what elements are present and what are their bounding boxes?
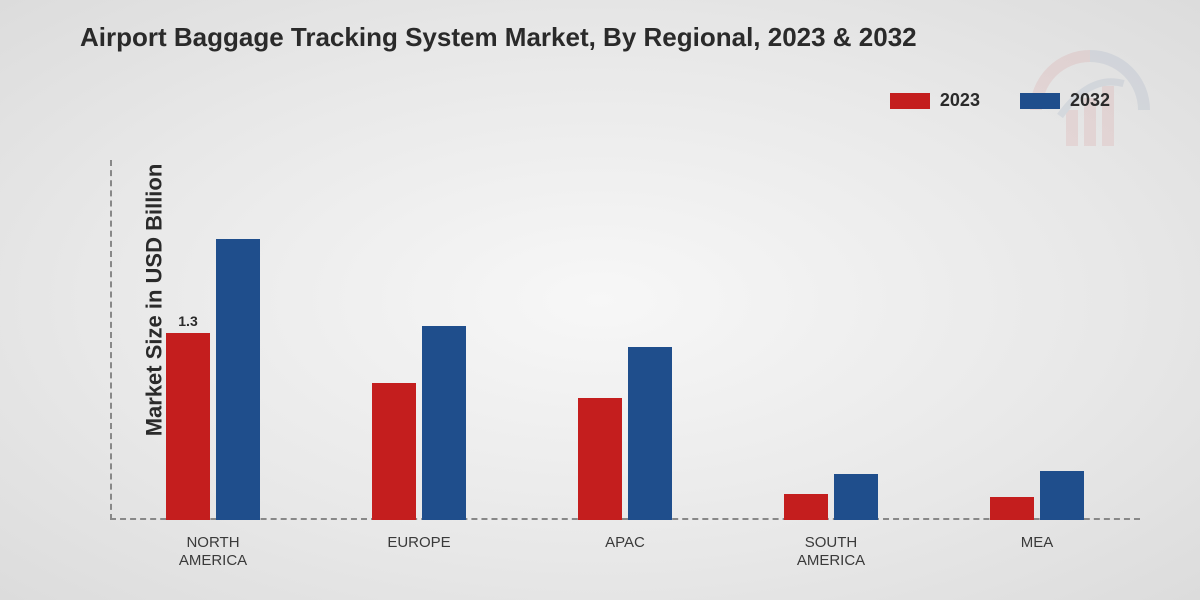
plot-area: 1.3 (110, 160, 1140, 520)
x-axis-category-label: EUROPE (316, 534, 522, 570)
legend-swatch-2023 (890, 93, 930, 109)
bar (578, 398, 622, 520)
x-axis-category-label: SOUTH AMERICA (728, 534, 934, 570)
bar-value-label: 1.3 (178, 313, 197, 329)
x-axis-labels: NORTH AMERICAEUROPEAPACSOUTH AMERICAMEA (110, 534, 1140, 570)
legend-label-2032: 2032 (1070, 90, 1110, 111)
legend: 2023 2032 (890, 90, 1110, 111)
bar-groups: 1.3 (110, 160, 1140, 520)
bar (216, 239, 260, 520)
bar (372, 383, 416, 520)
bar (990, 497, 1034, 520)
bar-group: 1.3 (110, 160, 316, 520)
chart-title: Airport Baggage Tracking System Market, … (80, 22, 917, 53)
bar-group (934, 160, 1140, 520)
legend-item-2023: 2023 (890, 90, 980, 111)
bar (628, 347, 672, 520)
bar (1040, 471, 1084, 520)
x-axis-category-label: NORTH AMERICA (110, 534, 316, 570)
x-axis-category-label: MEA (934, 534, 1140, 570)
legend-swatch-2032 (1020, 93, 1060, 109)
bar: 1.3 (166, 333, 210, 520)
bar-group (522, 160, 728, 520)
bar-group (316, 160, 522, 520)
legend-label-2023: 2023 (940, 90, 980, 111)
legend-item-2032: 2032 (1020, 90, 1110, 111)
bar (422, 326, 466, 520)
bar (834, 474, 878, 520)
bar (784, 494, 828, 520)
bar-group (728, 160, 934, 520)
x-axis-category-label: APAC (522, 534, 728, 570)
